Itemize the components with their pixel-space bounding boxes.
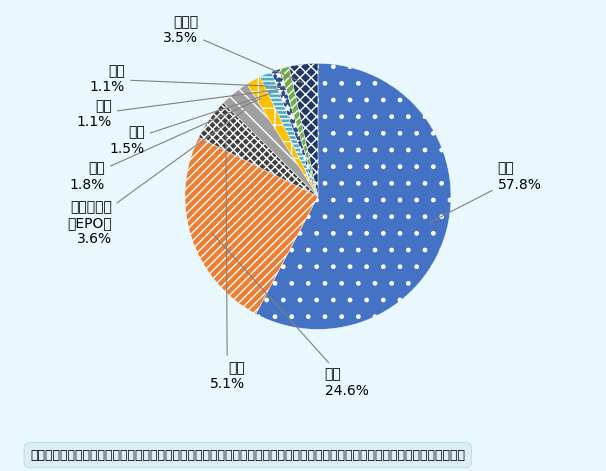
Text: 米国
24.6%: 米国 24.6% bbox=[212, 233, 368, 398]
Text: 韓国
1.1%: 韓国 1.1% bbox=[76, 89, 279, 129]
Text: 欧州特許庁
（EPO）
3.6%: 欧州特許庁 （EPO） 3.6% bbox=[67, 110, 245, 246]
Text: 日本
1.8%: 日本 1.8% bbox=[70, 99, 261, 192]
Wedge shape bbox=[224, 84, 318, 196]
Text: その他：カナダ、シンガポール、イスラエル、インド、ブラジル、マカオ、英国、メキシコ、マレーシア、クロアチア、南アなど: その他：カナダ、シンガポール、イスラエル、インド、ブラジル、マカオ、英国、メキシ… bbox=[30, 448, 465, 462]
Wedge shape bbox=[280, 66, 318, 196]
Text: 台湾
1.5%: 台湾 1.5% bbox=[110, 93, 271, 155]
Wedge shape bbox=[247, 77, 318, 196]
Wedge shape bbox=[256, 64, 451, 329]
Wedge shape bbox=[289, 64, 318, 196]
Wedge shape bbox=[199, 103, 318, 196]
Wedge shape bbox=[271, 69, 318, 196]
Text: 香港
5.1%: 香港 5.1% bbox=[210, 133, 245, 391]
Wedge shape bbox=[185, 138, 318, 314]
Wedge shape bbox=[260, 72, 318, 196]
Text: 中国
57.8%: 中国 57.8% bbox=[430, 161, 541, 222]
Text: その他
3.5%: その他 3.5% bbox=[163, 15, 303, 83]
Text: 豪州
1.1%: 豪州 1.1% bbox=[90, 64, 287, 94]
